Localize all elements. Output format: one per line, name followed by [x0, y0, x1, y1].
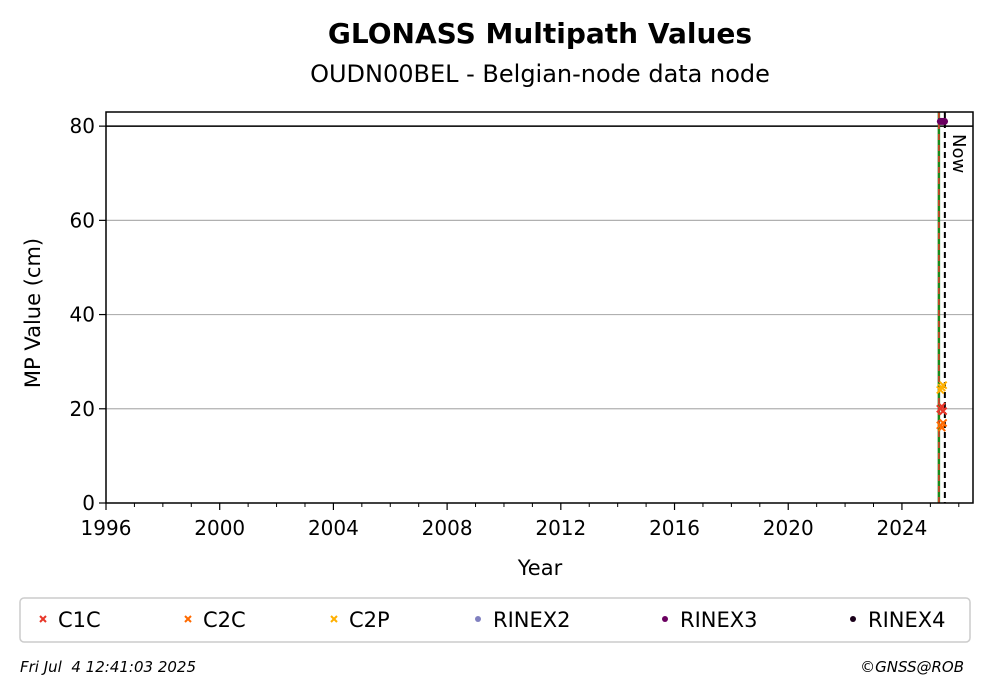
legend-label-rinex4: RINEX4 — [868, 608, 946, 632]
legend-marker-rinex4 — [850, 616, 856, 622]
data-marks — [106, 112, 973, 503]
legend-marker-rinex2 — [475, 616, 481, 622]
legend-label-c2p: C2P — [349, 608, 390, 632]
legend-marker-rinex3 — [662, 616, 668, 622]
y-tick-label: 20 — [70, 397, 95, 421]
point-c1c — [938, 406, 948, 416]
y-tick-label: 80 — [70, 114, 95, 138]
y-tick-label: 60 — [70, 208, 95, 232]
x-tick-label: 2000 — [194, 516, 245, 540]
y-gridlines — [106, 125, 973, 410]
point-rinex3 — [941, 117, 949, 125]
legend: C1C C2C C2P RINEX2 RINEX3 RINEX4 — [39, 608, 946, 632]
axes: 0 20 40 60 80 1996 2000 2004 2008 2012 2016 2020 202… — [70, 114, 960, 540]
chart-subtitle: OUDN00BEL - Belgian-node data node — [310, 60, 770, 88]
legend-label-rinex2: RINEX2 — [493, 608, 571, 632]
footer-timestamp: Fri Jul 4 12:41:03 2025 — [20, 658, 196, 676]
x-tick-label: 2004 — [308, 516, 359, 540]
point-c2p — [938, 381, 948, 390]
point-c2c — [938, 418, 948, 428]
x-tick-label: 1996 — [81, 516, 132, 540]
chart-title: GLONASS Multipath Values — [328, 17, 752, 50]
legend-marker-c1c — [39, 615, 47, 623]
legend-label-rinex3: RINEX3 — [680, 608, 758, 632]
y-axis-label: MP Value (cm) — [21, 238, 45, 388]
plot-area-frame — [105, 111, 974, 504]
x-axis-label: Year — [517, 556, 563, 580]
x-tick-label: 2020 — [763, 516, 814, 540]
x-tick-label: 2012 — [535, 516, 586, 540]
x-tick-label: 2008 — [422, 516, 473, 540]
footer-credit: ©GNSS@ROB — [860, 658, 964, 676]
y-tick-label: 40 — [70, 303, 95, 327]
legend-label-c1c: C1C — [58, 608, 101, 632]
x-tick-label: 2024 — [876, 516, 927, 540]
x-tick-label: 2016 — [649, 516, 700, 540]
legend-marker-c2p — [330, 615, 338, 623]
legend-frame — [19, 597, 971, 643]
y-tick-label: 0 — [82, 491, 95, 515]
legend-marker-c2c — [184, 615, 192, 623]
legend-label-c2c: C2C — [203, 608, 246, 632]
now-label: Now — [948, 134, 969, 173]
